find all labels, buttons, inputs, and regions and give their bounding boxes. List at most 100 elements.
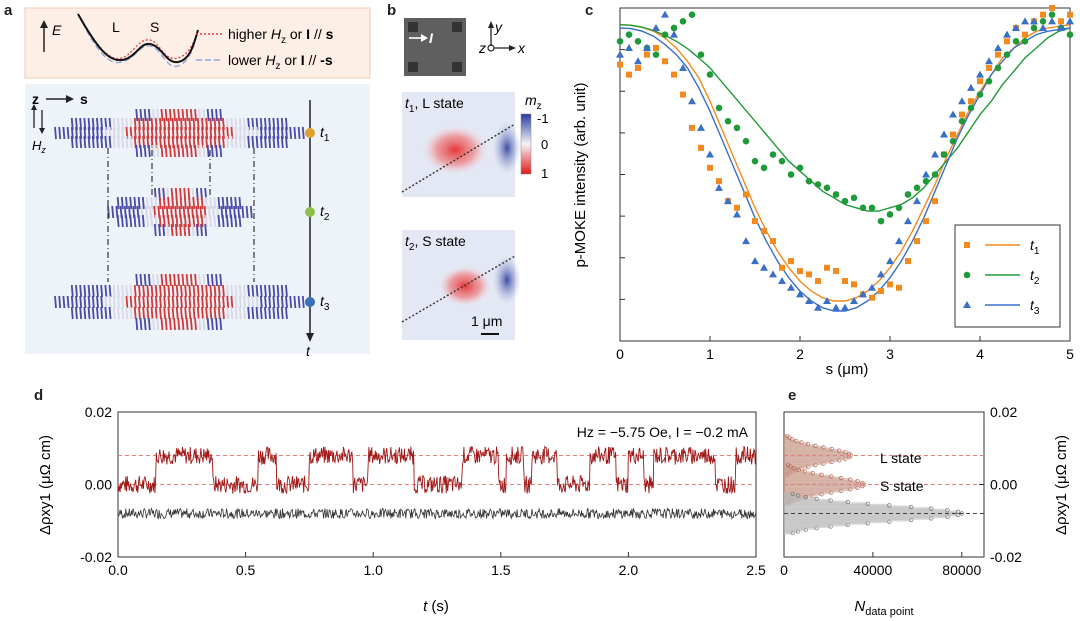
c-xtick-0: 0 xyxy=(616,346,624,362)
c-point-t3-5 xyxy=(661,10,669,18)
coord-y: y xyxy=(494,19,503,35)
colorbar-tick-top: -1 xyxy=(537,111,549,126)
t2-marker xyxy=(305,207,315,217)
coord-x: x xyxy=(517,40,526,56)
panel-d-chart: Δρxy1 (μΩ cm) t (s) Hz = −5.75 Oe, I = −… xyxy=(37,404,766,615)
c-point-t3-47 xyxy=(1039,23,1047,31)
energy-E-label: E xyxy=(52,22,62,38)
d-trace-reference xyxy=(117,507,757,520)
axis-z-label: z xyxy=(32,91,39,107)
current-label: I xyxy=(429,30,434,46)
skyrmion-t1 xyxy=(54,108,305,158)
c-point-t3-33 xyxy=(913,197,921,205)
e-hist-reference xyxy=(784,491,984,536)
e-xtick-0: 0 xyxy=(780,562,788,578)
c-point-t2-27 xyxy=(859,204,867,212)
c-point-t3-23 xyxy=(823,297,831,305)
c-legend-label-t2: t2 xyxy=(1030,267,1040,287)
axis-s-label: s xyxy=(80,91,88,107)
panel-d: d Δρxy1 (μΩ cm) t (s) Hz = −5.75 Oe, I =… xyxy=(0,385,770,621)
c-point-t3-2 xyxy=(634,57,642,65)
d-ytick-1: 0.00 xyxy=(85,477,112,493)
c-point-t1-17 xyxy=(770,238,776,245)
e-xlabel: Ndata point xyxy=(854,598,913,618)
e-ylabel: Δρxy1 (μΩ cm) xyxy=(1053,435,1070,535)
e-xtick-2: 80000 xyxy=(942,562,981,578)
c-point-t1-37 xyxy=(950,131,956,138)
c-xtick-4: 4 xyxy=(976,346,984,362)
c-point-t1-2 xyxy=(635,64,641,71)
c-point-t3-48 xyxy=(1048,17,1056,25)
c-point-t3-45 xyxy=(1021,17,1029,25)
skyrmion-t2 xyxy=(107,187,253,237)
c-point-t3-28 xyxy=(868,283,876,291)
c-xtick-1: 1 xyxy=(706,346,714,362)
c-point-t1-11 xyxy=(716,178,722,185)
energy-curve-higher xyxy=(77,13,199,60)
c-point-t3-1 xyxy=(625,43,633,51)
energy-axis-arrow xyxy=(40,20,48,52)
panel-c-label: c xyxy=(585,2,594,19)
e-state-L: L state xyxy=(880,450,922,466)
panel-b-label: b xyxy=(387,2,397,19)
c-point-t2-18 xyxy=(778,157,786,165)
c-point-t3-42 xyxy=(994,43,1002,51)
c-point-t1-29 xyxy=(878,288,884,295)
c-point-t3-18 xyxy=(778,277,786,285)
c-point-t2-6 xyxy=(670,24,678,32)
c-point-t2-32 xyxy=(904,191,912,198)
legend-text-lower: lower Hz or I // -s xyxy=(228,52,333,72)
c-point-t2-46 xyxy=(1030,24,1038,32)
c-xticks: 0 1 2 3 4 5 xyxy=(616,49,1074,362)
coord-z: z xyxy=(478,40,486,56)
d-xtick-2: 1.0 xyxy=(363,562,383,578)
panel-a-figure: E L S higher Hz or I // s lower Hz or I … xyxy=(24,7,371,359)
skyrmion-t3 xyxy=(54,273,305,331)
c-point-t3-11 xyxy=(715,183,723,191)
coordinate-axes xyxy=(487,21,516,52)
c-point-t2-10 xyxy=(706,71,714,78)
c-point-t3-44 xyxy=(1012,23,1020,31)
Hz-arrow xyxy=(31,104,45,134)
e-ytick-2: -0.02 xyxy=(990,549,1022,565)
c-point-t3-38 xyxy=(958,97,966,105)
energy-curve xyxy=(77,13,199,64)
c-xlabel: s (μm) xyxy=(826,361,869,378)
c-point-t1-41 xyxy=(986,64,992,71)
c-legend-label-t1: t1 xyxy=(1030,237,1040,257)
c-point-t3-35 xyxy=(931,150,939,158)
c-point-t1-14 xyxy=(743,191,749,198)
c-legend-marker-t2 xyxy=(963,271,971,279)
c-point-t2-21 xyxy=(805,177,813,185)
c-point-t2-22 xyxy=(814,181,822,188)
colorbar-title: mz xyxy=(525,92,542,112)
c-point-t1-38 xyxy=(959,111,965,118)
c-legend-label-t3: t3 xyxy=(1030,297,1040,317)
c-point-t1-50 xyxy=(1067,11,1073,18)
c-point-t1-8 xyxy=(689,124,695,131)
c-point-t1-0 xyxy=(617,61,623,68)
c-point-t2-29 xyxy=(877,217,885,225)
c-point-t1-15 xyxy=(752,218,758,225)
e-ytick-0: 0.02 xyxy=(990,404,1017,420)
c-point-t3-27 xyxy=(859,290,867,298)
dashdot-guides xyxy=(107,148,255,282)
c-point-t1-25 xyxy=(842,278,848,285)
e-xtick-1: 40000 xyxy=(853,562,892,578)
c-point-t1-19 xyxy=(788,258,794,265)
e-state-S: S state xyxy=(880,478,924,494)
t3-label: t3 xyxy=(320,293,330,313)
d-xtick-1: 0.5 xyxy=(236,562,256,578)
d-xtick-0: 0.0 xyxy=(108,562,128,578)
c-point-t1-21 xyxy=(806,271,812,278)
c-point-t3-34 xyxy=(922,170,930,178)
c-point-t1-22 xyxy=(815,278,821,285)
img1-title: t1, L state xyxy=(405,95,464,115)
c-point-t1-10 xyxy=(707,164,713,171)
c-point-t1-7 xyxy=(680,91,686,98)
e-ticks: 0 40000 80000 0.02 0.00 -0.02 xyxy=(780,404,1022,578)
c-point-t1-34 xyxy=(923,218,929,225)
c-point-t3-25 xyxy=(841,303,849,311)
c-point-t3-13 xyxy=(733,210,741,218)
c-point-t2-37 xyxy=(949,137,957,145)
